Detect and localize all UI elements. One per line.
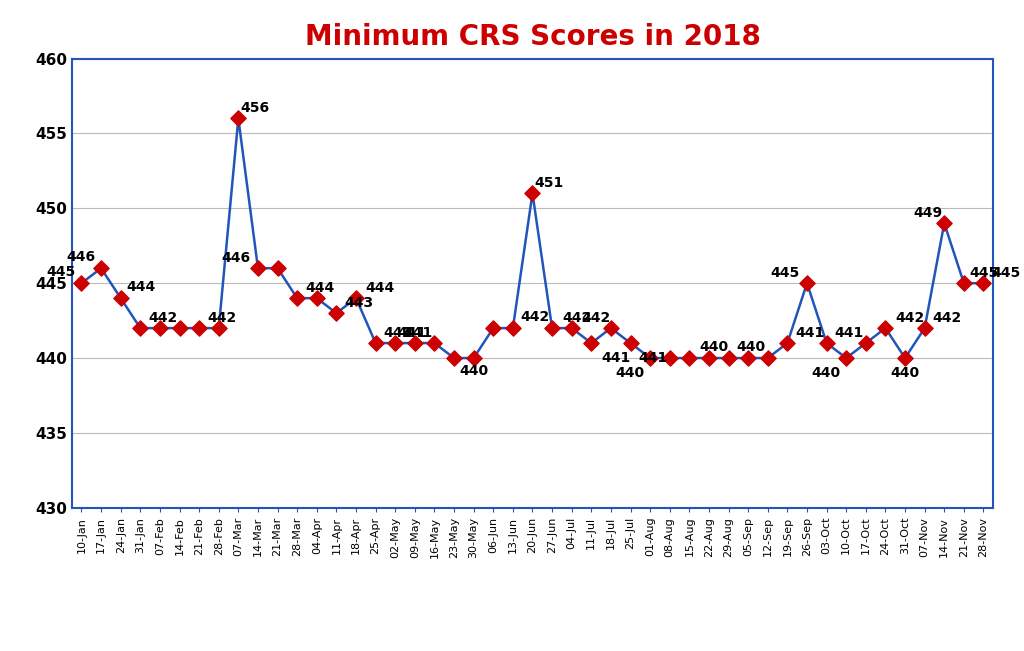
Point <box>818 338 835 348</box>
Text: 440: 440 <box>891 366 920 380</box>
Text: 442: 442 <box>582 311 610 325</box>
Point <box>289 293 305 303</box>
Text: 440: 440 <box>459 364 488 378</box>
Text: 445: 445 <box>770 266 799 280</box>
Text: 441: 441 <box>397 326 427 340</box>
Point <box>642 353 658 363</box>
Point <box>308 293 325 303</box>
Point <box>720 353 736 363</box>
Point <box>445 353 462 363</box>
Text: 441: 441 <box>383 326 413 340</box>
Point <box>878 323 894 333</box>
Text: 445: 445 <box>991 266 1021 280</box>
Text: 445: 445 <box>46 266 76 279</box>
Point <box>426 338 442 348</box>
Text: 444: 444 <box>366 281 395 295</box>
Text: 444: 444 <box>305 281 334 295</box>
Point <box>348 293 365 303</box>
Text: 440: 440 <box>736 340 766 354</box>
Point <box>603 323 620 333</box>
Text: 446: 446 <box>67 251 95 264</box>
Point <box>662 353 678 363</box>
Text: 442: 442 <box>895 311 925 325</box>
Text: 442: 442 <box>521 311 550 324</box>
Point <box>230 113 247 124</box>
Point <box>407 338 423 348</box>
Point <box>623 338 639 348</box>
Point <box>74 278 90 288</box>
Text: 444: 444 <box>127 281 156 294</box>
Text: 441: 441 <box>835 326 863 340</box>
Point <box>583 338 599 348</box>
Text: 449: 449 <box>913 206 942 219</box>
Point <box>563 323 580 333</box>
Point <box>190 323 207 333</box>
Point <box>897 353 913 363</box>
Title: Minimum CRS Scores in 2018: Minimum CRS Scores in 2018 <box>304 23 761 51</box>
Point <box>955 278 972 288</box>
Text: 440: 440 <box>811 366 841 380</box>
Point <box>152 323 168 333</box>
Point <box>211 323 227 333</box>
Text: 442: 442 <box>562 311 591 325</box>
Text: 441: 441 <box>638 351 668 365</box>
Point <box>93 263 110 273</box>
Text: 443: 443 <box>344 296 374 310</box>
Text: 442: 442 <box>148 311 177 325</box>
Point <box>113 293 129 303</box>
Point <box>858 338 874 348</box>
Point <box>250 263 266 273</box>
Text: 442: 442 <box>207 311 237 325</box>
Text: 441: 441 <box>601 351 631 365</box>
Point <box>466 353 482 363</box>
Text: 442: 442 <box>933 311 962 325</box>
Point <box>329 308 345 318</box>
Point <box>505 323 521 333</box>
Point <box>269 263 286 273</box>
Text: 446: 446 <box>221 251 250 265</box>
Point <box>544 323 560 333</box>
Text: 441: 441 <box>403 326 432 340</box>
Point <box>485 323 502 333</box>
Point <box>524 188 541 199</box>
Text: 440: 440 <box>699 340 728 354</box>
Point <box>368 338 384 348</box>
Text: 440: 440 <box>615 366 644 380</box>
Text: 451: 451 <box>535 176 563 189</box>
Point <box>936 218 952 229</box>
Point <box>700 353 717 363</box>
Point <box>799 278 815 288</box>
Point <box>740 353 757 363</box>
Text: 445: 445 <box>970 266 999 280</box>
Point <box>916 323 933 333</box>
Point <box>132 323 148 333</box>
Point <box>779 338 796 348</box>
Point <box>975 278 991 288</box>
Point <box>838 353 854 363</box>
Text: 441: 441 <box>796 326 824 340</box>
Point <box>760 353 776 363</box>
Point <box>681 353 697 363</box>
Point <box>387 338 403 348</box>
Text: 456: 456 <box>241 101 269 115</box>
Point <box>171 323 187 333</box>
